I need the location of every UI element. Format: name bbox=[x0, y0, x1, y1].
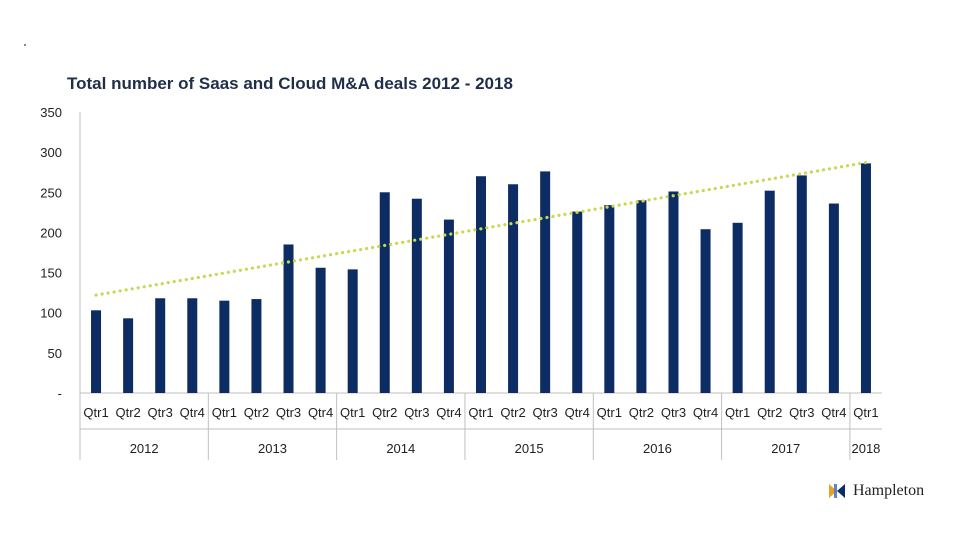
x-tick-label: Qtr4 bbox=[565, 405, 590, 420]
y-tick-label: 350 bbox=[40, 105, 62, 120]
year-label: 2013 bbox=[258, 441, 287, 456]
x-tick-label: Qtr4 bbox=[180, 405, 205, 420]
bar bbox=[860, 163, 871, 393]
x-tick-label: Qtr4 bbox=[821, 405, 846, 420]
bar bbox=[476, 176, 486, 393]
year-label: 2015 bbox=[515, 441, 544, 456]
x-tick-label: Qtr1 bbox=[468, 405, 493, 420]
bar bbox=[796, 175, 807, 393]
bar bbox=[123, 318, 134, 393]
x-axis-ticks: Qtr1 Qtr2 Qtr3 Qtr4 Qtr1 Qtr2 Qtr3 Qtr4 Qtr1 Qtr2… bbox=[83, 405, 878, 420]
year-label: 2017 bbox=[771, 441, 800, 456]
bar bbox=[636, 200, 647, 393]
bar bbox=[347, 269, 358, 393]
x-tick-label: Qtr3 bbox=[276, 405, 301, 420]
y-tick-label: 100 bbox=[40, 306, 62, 321]
x-tick-label: Qtr2 bbox=[500, 405, 525, 420]
year-labels: 2012 2013 2014 2015 2016 2017 2018 bbox=[130, 441, 881, 456]
bar bbox=[508, 184, 519, 393]
hampleton-logo-icon bbox=[829, 484, 845, 498]
bar bbox=[411, 198, 422, 393]
bar bbox=[700, 229, 711, 393]
bar bbox=[828, 203, 839, 393]
x-tick-label: Qtr2 bbox=[372, 405, 397, 420]
bar bbox=[251, 299, 262, 393]
bar bbox=[155, 298, 166, 393]
x-tick-label: Qtr4 bbox=[693, 405, 718, 420]
year-label: 2016 bbox=[643, 441, 672, 456]
x-tick-label: Qtr1 bbox=[853, 405, 878, 420]
y-tick-label: 200 bbox=[40, 225, 62, 240]
x-tick-label: Qtr4 bbox=[308, 405, 333, 420]
x-tick-label: Qtr1 bbox=[83, 405, 108, 420]
year-label: 2018 bbox=[851, 441, 880, 456]
bar bbox=[219, 300, 230, 393]
y-tick-label: - bbox=[58, 386, 62, 401]
x-tick-label: Qtr4 bbox=[436, 405, 461, 420]
bar bbox=[315, 267, 326, 393]
y-tick-label: 50 bbox=[48, 346, 62, 361]
x-tick-label: Qtr1 bbox=[340, 405, 365, 420]
bar bbox=[764, 190, 775, 393]
chart-bars bbox=[91, 163, 871, 393]
y-tick-label: 300 bbox=[40, 145, 62, 160]
bar bbox=[443, 219, 454, 393]
x-tick-label: Qtr2 bbox=[115, 405, 140, 420]
chart-title: Total number of Saas and Cloud M&A deals… bbox=[67, 74, 513, 93]
bar bbox=[379, 192, 390, 393]
x-tick-label: Qtr1 bbox=[597, 405, 622, 420]
x-tick-label: Qtr1 bbox=[212, 405, 237, 420]
trendline bbox=[94, 160, 868, 297]
x-tick-label: Qtr2 bbox=[244, 405, 269, 420]
bar bbox=[572, 211, 583, 393]
x-tick-label: Qtr3 bbox=[789, 405, 814, 420]
bar bbox=[187, 298, 198, 393]
bar bbox=[91, 310, 102, 393]
brand-logo: Hampleton bbox=[829, 482, 924, 500]
bar bbox=[732, 222, 743, 393]
x-tick-label: Qtr2 bbox=[757, 405, 782, 420]
year-label: 2014 bbox=[386, 441, 415, 456]
stray-dot bbox=[24, 44, 26, 46]
x-tick-label: Qtr3 bbox=[404, 405, 429, 420]
x-tick-label: Qtr3 bbox=[661, 405, 686, 420]
x-tick-label: Qtr3 bbox=[533, 405, 558, 420]
trendline-path bbox=[94, 160, 868, 297]
bar bbox=[604, 205, 615, 393]
brand-name: Hampleton bbox=[853, 482, 925, 499]
bar bbox=[540, 171, 551, 393]
y-tick-label: 250 bbox=[40, 185, 62, 200]
x-tick-label: Qtr2 bbox=[629, 405, 654, 420]
y-tick-label: 150 bbox=[40, 266, 62, 281]
x-tick-label: Qtr1 bbox=[725, 405, 750, 420]
bar bbox=[283, 244, 294, 393]
y-axis-ticks: - 50 100 150 200 250 300 350 bbox=[40, 105, 62, 401]
x-tick-label: Qtr3 bbox=[148, 405, 173, 420]
bar bbox=[668, 191, 679, 393]
year-label: 2012 bbox=[130, 441, 159, 456]
